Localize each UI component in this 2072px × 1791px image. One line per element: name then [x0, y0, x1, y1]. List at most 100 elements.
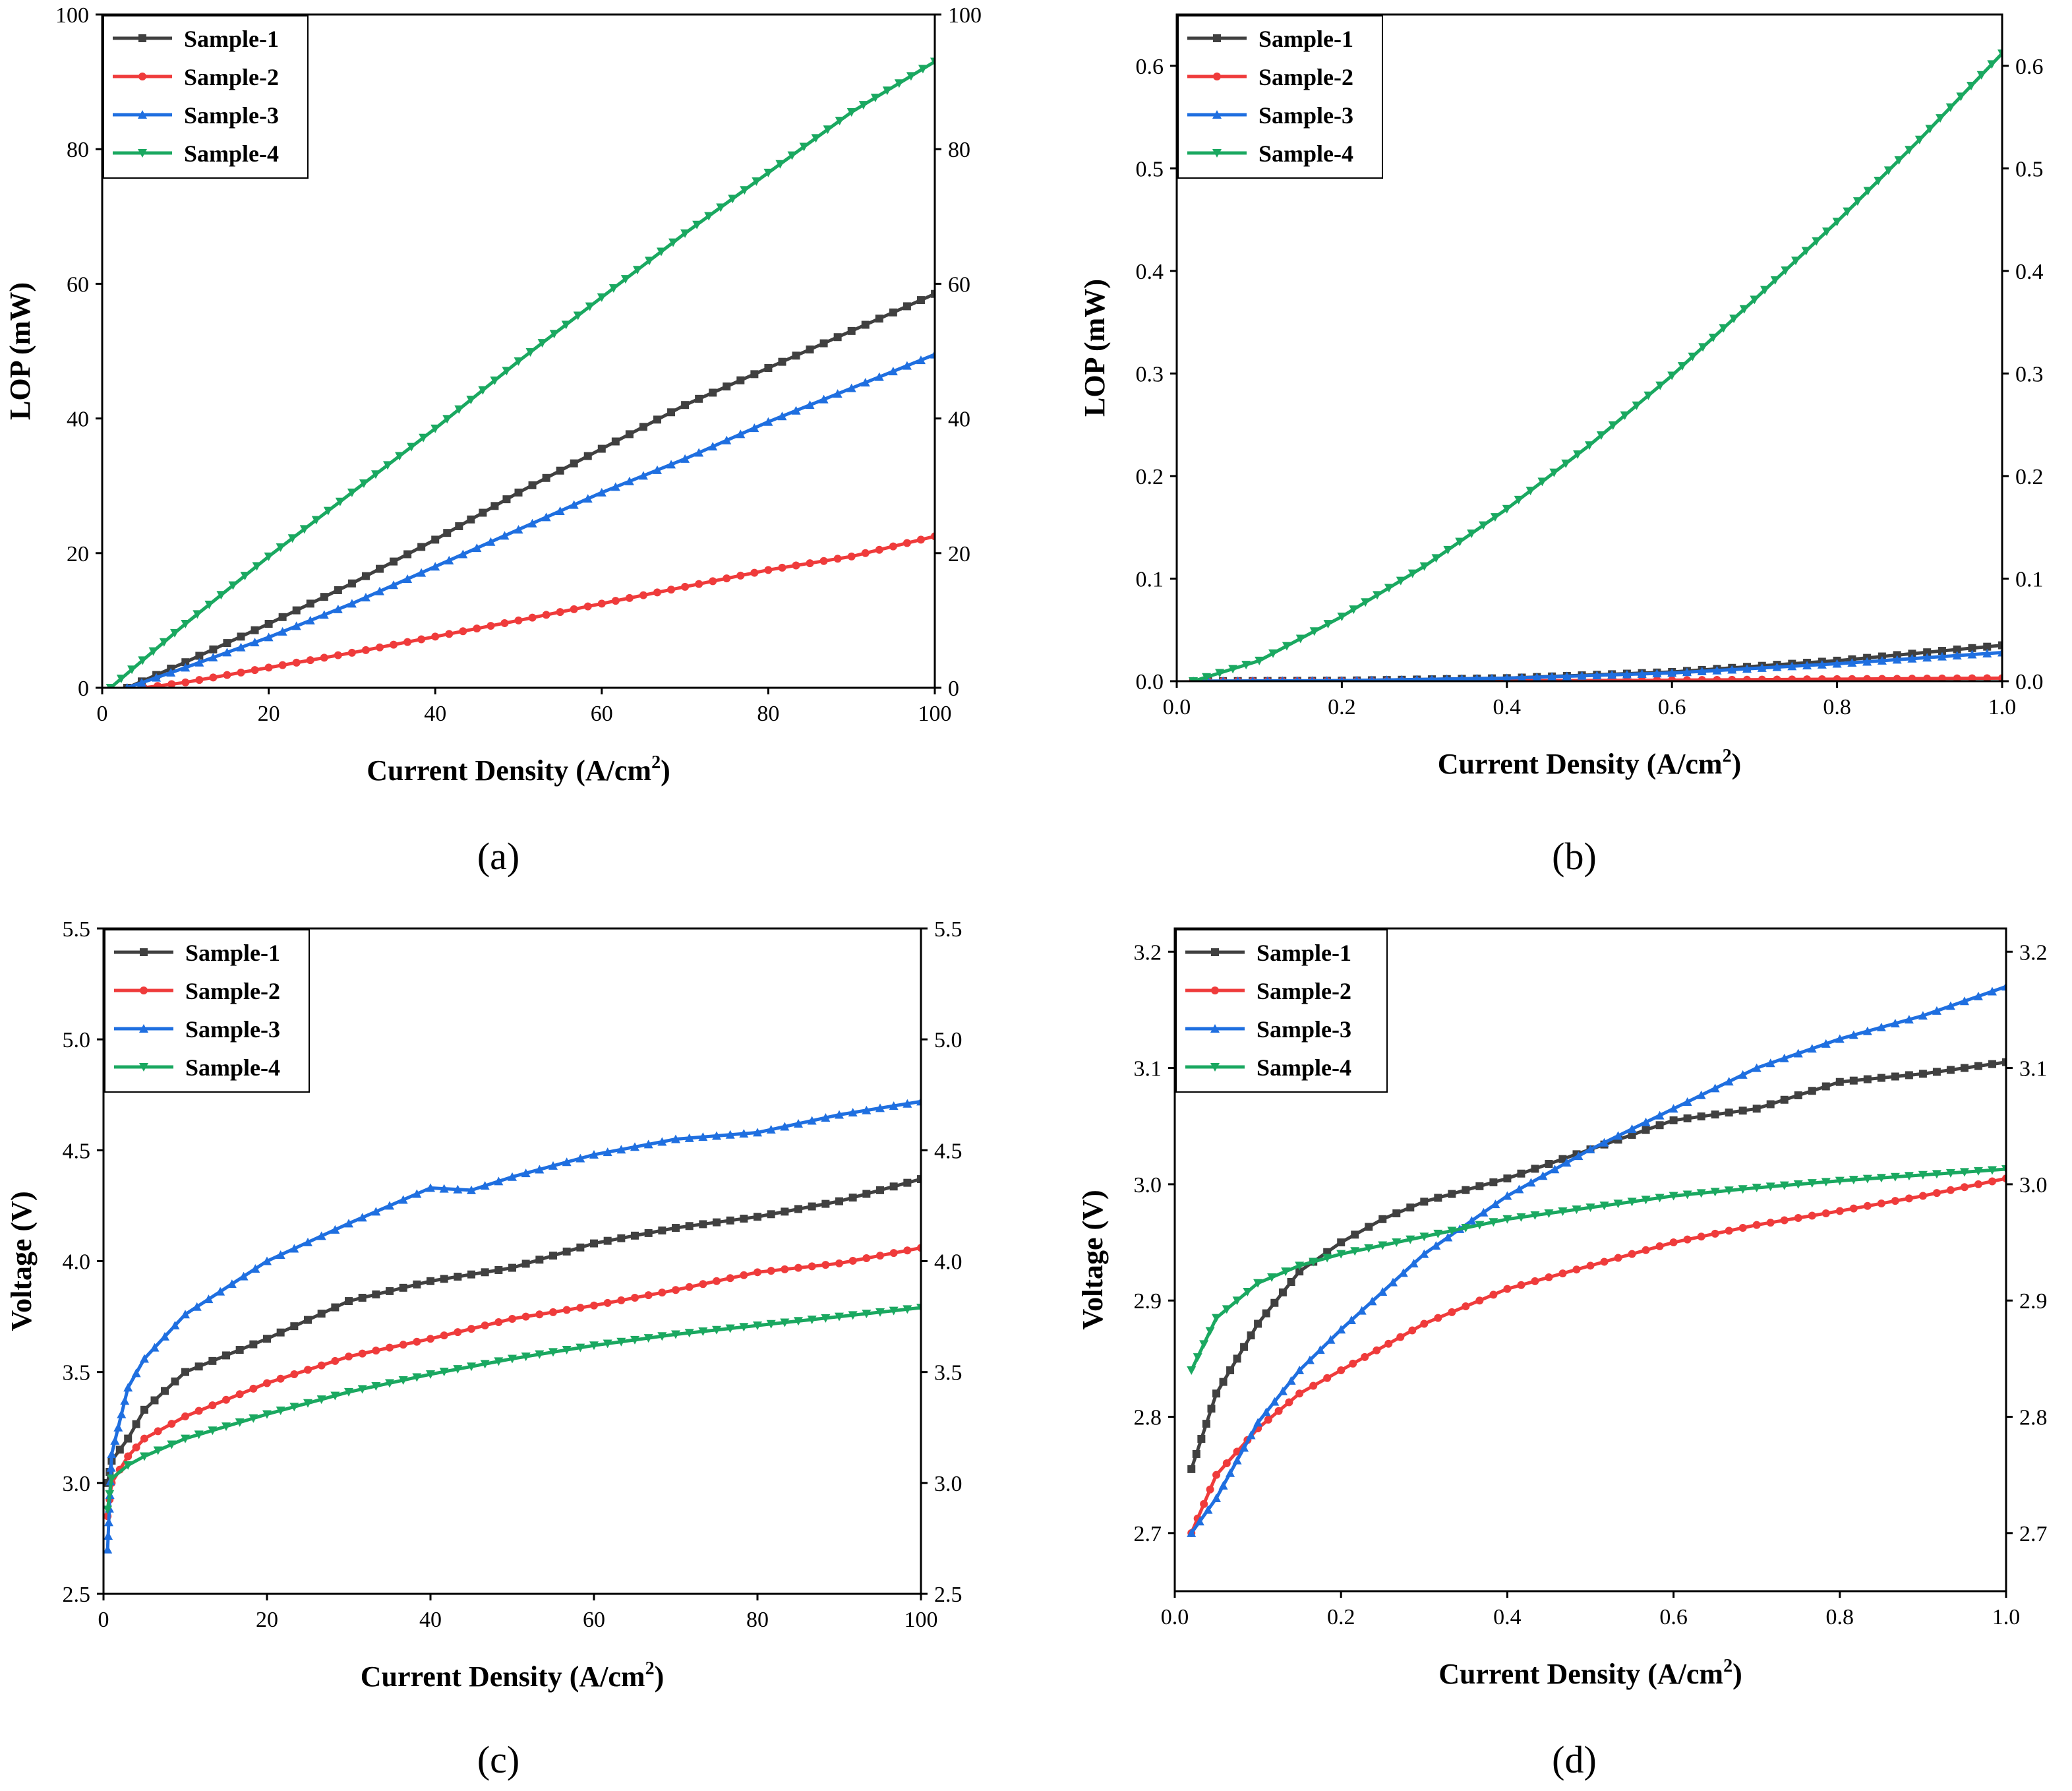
data-point: [833, 389, 843, 398]
data-point: [1719, 324, 1729, 333]
data-point: [467, 1270, 475, 1279]
series-sample-4: [105, 57, 935, 688]
data-point: [657, 247, 666, 257]
data-point: [916, 1097, 921, 1106]
data-point: [445, 630, 454, 638]
data-point: [1945, 1001, 1955, 1010]
data-point: [1876, 1174, 1886, 1183]
data-point: [1956, 92, 1966, 102]
data-point: [610, 482, 620, 491]
data-point: [1742, 664, 1752, 673]
data-point: [1708, 333, 1718, 342]
data-point: [370, 470, 380, 479]
data-point: [725, 1130, 735, 1139]
data-point: [1821, 1082, 1830, 1091]
y-tick-label-right: 4.5: [934, 1139, 962, 1163]
legend-label: Sample-4: [185, 1054, 280, 1081]
data-point: [181, 1310, 190, 1319]
data-point: [1305, 1355, 1315, 1364]
data-point: [680, 454, 690, 463]
data-point: [672, 1286, 680, 1294]
data-point: [1668, 676, 1676, 681]
data-point: [472, 543, 482, 553]
data-point: [413, 1280, 421, 1289]
data-point: [1821, 1039, 1831, 1048]
data-point: [1195, 1517, 1204, 1526]
data-point: [1205, 1327, 1215, 1336]
data-point: [590, 1301, 598, 1310]
data-point: [835, 1110, 844, 1119]
data-point: [278, 613, 287, 621]
series-sample-2: [140, 532, 935, 688]
data-point: [117, 1409, 127, 1418]
plot-frame: [1173, 927, 2007, 1593]
data-point: [1711, 1110, 1719, 1119]
data-point: [902, 361, 912, 370]
data-point: [712, 1131, 721, 1140]
data-point: [344, 1219, 353, 1228]
data-point: [1998, 641, 2002, 650]
y-tick-label-right: 2.5: [934, 1583, 962, 1607]
data-point: [1891, 1072, 1899, 1081]
data-point: [1243, 1287, 1253, 1296]
data-point: [1558, 1207, 1568, 1217]
data-point: [726, 1216, 734, 1225]
data-point: [1516, 1213, 1526, 1222]
data-point: [427, 1277, 434, 1285]
data-point: [376, 564, 384, 573]
y-tick-label: 80: [67, 138, 89, 162]
data-point: [1781, 266, 1791, 276]
plot-frame: [1175, 13, 2003, 683]
data-point: [695, 394, 703, 403]
y-tick-label: 2.7: [1134, 1522, 1162, 1546]
x-tick-label: 0.0: [1161, 1605, 1189, 1629]
data-point: [617, 1234, 626, 1242]
data-point: [1750, 295, 1760, 305]
data-point: [1295, 634, 1305, 644]
data-point: [672, 1224, 680, 1232]
y-tick-label-right: 0.0: [2015, 670, 2044, 694]
data-point: [1738, 1224, 1747, 1232]
data-point: [1655, 1194, 1665, 1203]
data-point: [1802, 661, 1812, 670]
data-point: [521, 1352, 531, 1362]
data-point: [1905, 1194, 1913, 1203]
data-point: [846, 108, 856, 117]
data-point: [249, 1414, 258, 1423]
data-point: [480, 1181, 490, 1190]
data-point: [1710, 1188, 1720, 1197]
data-point: [1743, 675, 1752, 681]
data-point: [1489, 1218, 1498, 1227]
data-point: [1295, 1261, 1305, 1271]
legend-marker: [139, 1063, 148, 1072]
data-point: [264, 552, 274, 561]
data-point: [1246, 1430, 1256, 1440]
data-point: [1455, 537, 1465, 547]
data-point: [138, 656, 148, 665]
data-point: [1967, 82, 1976, 91]
data-point: [1808, 1087, 1816, 1095]
data-point: [889, 1182, 898, 1191]
data-point: [115, 1445, 124, 1454]
data-point: [467, 515, 475, 524]
data-point: [1353, 675, 1360, 681]
data-point: [708, 442, 718, 451]
data-point: [159, 638, 169, 647]
data-point: [1406, 1203, 1415, 1212]
data-point: [1428, 675, 1436, 681]
panel-label: (c): [477, 1738, 519, 1781]
data-point: [1794, 1091, 1802, 1100]
data-point: [653, 588, 661, 597]
data-point: [299, 525, 309, 534]
data-point: [1532, 672, 1542, 681]
data-point: [263, 1379, 271, 1387]
x-tick-label: 0: [97, 702, 108, 726]
x-tick-label: 1.0: [1992, 1605, 2021, 1629]
data-point: [1682, 1190, 1692, 1199]
chart-panel-2: 0.0 0.2 0.4 0.6 0.8 1.00.0 0.00.1 0.10.2 0.20.3 0…: [1079, 13, 2044, 878]
data-point: [906, 72, 916, 81]
data-point: [1517, 1169, 1525, 1178]
data-point: [1202, 673, 1212, 681]
data-point: [385, 1379, 394, 1388]
